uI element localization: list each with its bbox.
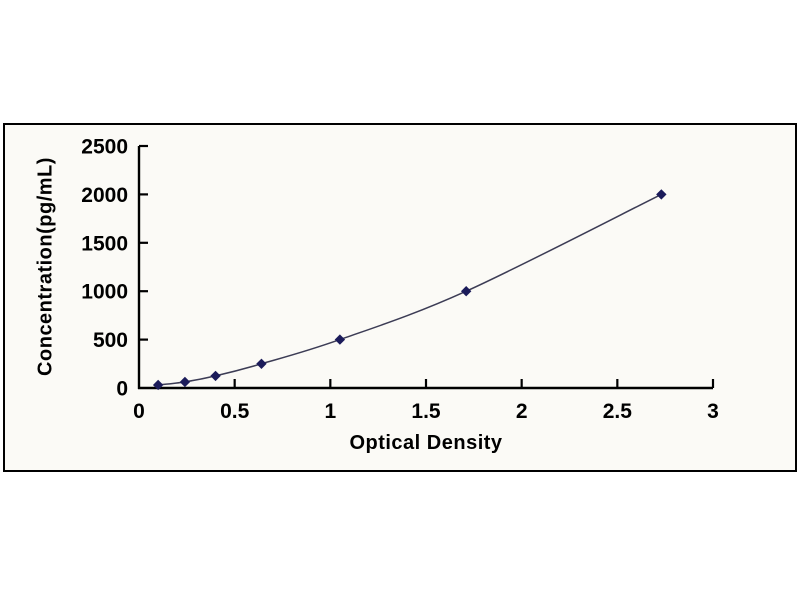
y-axis-title: Concentration(pg/mL) [34,157,57,376]
data-point-marker [656,189,667,200]
y-tick-label: 1500 [81,232,128,255]
x-tick-label: 0.5 [220,400,250,423]
y-tick-label: 1000 [81,281,128,304]
chart-frame [3,123,797,472]
x-tick-label: 1.5 [411,400,441,423]
x-tick-label: 0 [133,400,145,423]
y-tick-label: 0 [116,378,128,401]
data-point-marker [179,376,191,388]
standard-curve-line [158,193,662,386]
x-tick-label: 2 [516,400,528,423]
x-axis-title: Optical Density [349,432,503,454]
y-tick-label: 500 [93,329,128,352]
x-tick-label: 2.5 [603,400,633,423]
x-tick-label: 1 [324,400,336,423]
data-point-marker [460,286,472,297]
y-tick-label: 2000 [81,184,128,207]
y-tick-label: 2500 [81,136,128,159]
data-point-marker [210,370,221,382]
data-point-marker [152,379,164,391]
data-point-marker [334,334,346,345]
data-point-marker [256,358,267,369]
x-tick-label: 3 [707,400,719,423]
